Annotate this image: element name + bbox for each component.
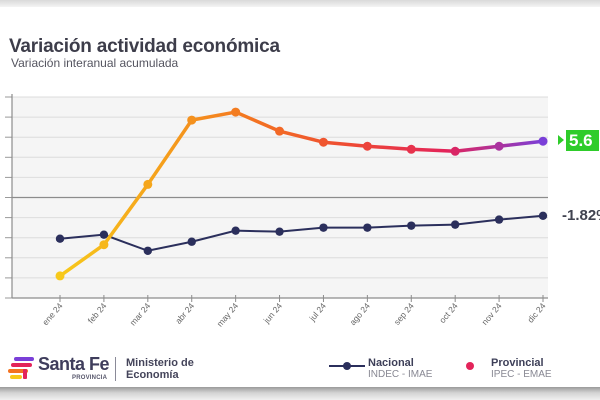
series-nacional-point	[538, 211, 548, 220]
series-nacional-line	[59, 214, 544, 252]
series-nacional-point	[494, 215, 504, 224]
series-provincial-point	[187, 115, 197, 125]
chart-subtitle: Variación interanual acumulada	[11, 56, 179, 70]
series-nacional-point	[319, 223, 328, 232]
chart-title: Variación actividad económica	[9, 36, 280, 57]
nacional-value-label: -1.82%	[562, 207, 600, 224]
brand-name: Santa Fe	[38, 354, 110, 374]
provincial-value-badge: 5.6	[566, 130, 599, 151]
ministry-name: Ministerio de Economía	[126, 357, 194, 381]
x-tick-label: feb 24	[86, 301, 109, 326]
x-tick-label: jul 24	[307, 301, 329, 324]
x-tick-label: sep 24	[392, 301, 416, 327]
series-provincial-point	[275, 126, 285, 136]
series-provincial-point	[143, 179, 153, 189]
series-provincial-point	[99, 240, 109, 250]
x-tick-label: nov 24	[480, 301, 504, 327]
x-tick-label: may 24	[215, 301, 241, 329]
series-nacional-point	[231, 226, 240, 235]
series-provincial-point	[538, 136, 548, 146]
series-provincial-point	[494, 141, 504, 151]
legend-provincial-symbol-icon	[451, 362, 489, 370]
x-tick-label: jun 24	[261, 301, 284, 326]
legend-provincial-source: IPEC - EMAE	[491, 369, 552, 380]
x-tick-label: ago 24	[348, 301, 373, 328]
legend-nacional-name: Nacional	[368, 357, 414, 369]
series-nacional-point	[407, 221, 416, 230]
ministry-line-1: Ministerio de	[126, 357, 194, 369]
series-provincial-point	[318, 137, 328, 147]
series-provincial-point	[450, 146, 460, 156]
series-provincial-point	[406, 144, 416, 154]
series-nacional-point	[363, 223, 372, 232]
series-nacional-point	[275, 227, 284, 236]
series-provincial-point	[362, 141, 372, 151]
legend-nacional-source: INDEC - IMAE	[368, 369, 433, 380]
series-nacional-point	[99, 230, 109, 239]
window-top-shadow	[0, 0, 600, 7]
x-tick-label: mar 24	[128, 301, 153, 328]
series-provincial-point	[231, 107, 241, 117]
x-tick-label: ene 24	[40, 301, 65, 328]
series-nacional-point	[450, 220, 460, 229]
santa-fe-logo-icon	[8, 357, 34, 379]
legend-nacional-symbol-icon	[329, 362, 365, 370]
footer-divider	[115, 357, 116, 381]
window-bottom-shadow	[0, 387, 600, 400]
brand-subtitle: PROVINCIA	[72, 375, 108, 381]
ministry-line-2: Economía	[126, 369, 179, 381]
x-tick-label: dic 24	[525, 301, 547, 325]
series-nacional-point	[55, 234, 65, 243]
x-tick-label: abr 24	[173, 301, 196, 326]
legend-provincial-name: Provincial	[491, 357, 544, 369]
legend-item-nacional: Nacional INDEC - IMAE	[368, 357, 433, 381]
series-nacional-point	[187, 237, 196, 246]
badge-pointer-icon	[558, 135, 564, 145]
x-tick-label: oct 24	[437, 301, 460, 325]
legend-item-provincial: Provincial IPEC - EMAE	[491, 357, 552, 381]
series-nacional-point	[143, 246, 153, 255]
series-provincial-point	[55, 271, 65, 281]
series-provincial-line	[58, 110, 544, 278]
